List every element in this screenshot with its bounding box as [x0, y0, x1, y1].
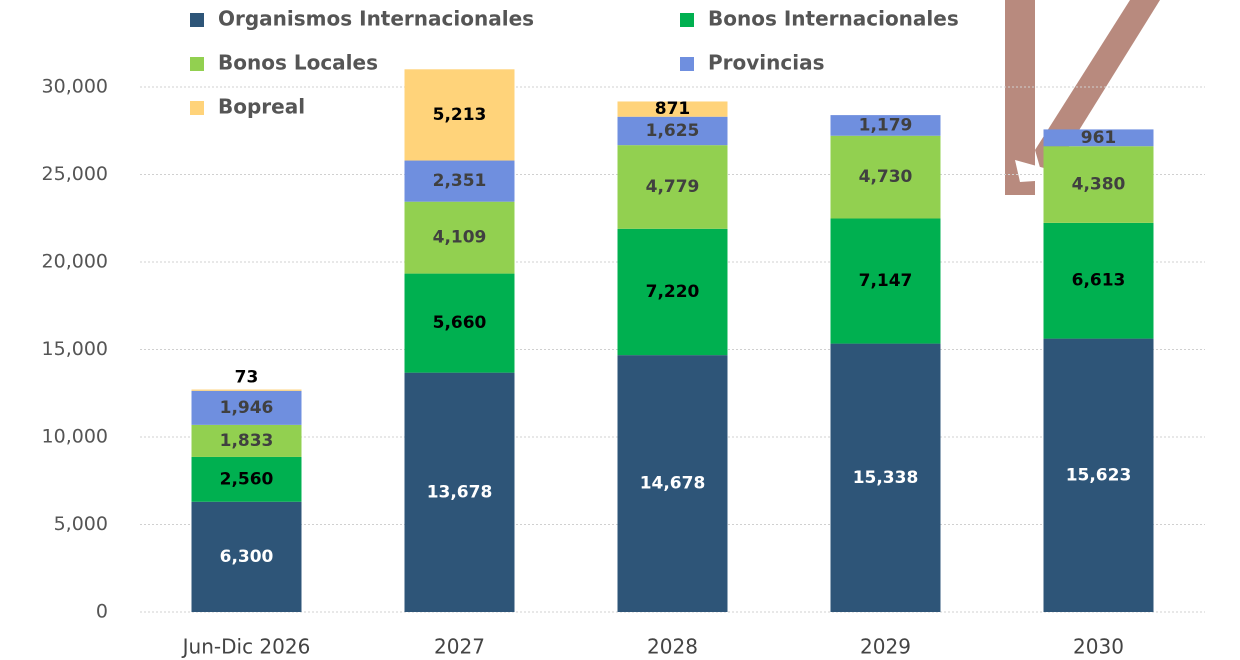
y-tick-label: 20,000 [42, 251, 108, 273]
data-label: 6,300 [220, 547, 274, 567]
legend-swatch [680, 57, 694, 71]
bar-segment [830, 135, 941, 219]
data-label: 4,109 [433, 228, 487, 248]
legend-label: Bonos Internacionales [708, 7, 959, 31]
data-label: 871 [655, 99, 691, 119]
bar-segment [1043, 129, 1154, 147]
data-label: 14,678 [640, 474, 706, 494]
legend-swatch [190, 57, 204, 71]
data-label: 5,660 [433, 313, 487, 333]
y-tick-label: 30,000 [42, 76, 108, 98]
legend-label: Provincias [708, 51, 825, 75]
bar-segment [404, 201, 515, 274]
data-label: 4,380 [1072, 175, 1126, 195]
bar-segment [1043, 222, 1154, 339]
legend-label: Organismos Internacionales [218, 7, 534, 31]
bar-segment [617, 355, 728, 612]
bar-segment [830, 115, 941, 136]
x-tick-label: 2027 [434, 635, 485, 659]
data-label: 6,613 [1072, 271, 1126, 291]
data-label: 7,147 [859, 271, 913, 291]
legend-swatch [190, 13, 204, 27]
bar-segment [191, 424, 302, 457]
x-tick-label: 2029 [860, 635, 911, 659]
data-label: 1,625 [646, 121, 700, 141]
bar-segment [617, 228, 728, 356]
bar-segment [404, 273, 515, 373]
bar-segment [830, 343, 941, 612]
bar-segment [191, 389, 302, 391]
data-label: 2,560 [220, 469, 274, 489]
legend-label: Bopreal [218, 95, 305, 119]
bar-segment [617, 101, 728, 117]
y-tick-label: 5,000 [54, 513, 108, 535]
data-label: 2,351 [433, 171, 487, 191]
data-label: 4,779 [646, 177, 700, 197]
bar-segment [404, 160, 515, 202]
bar-segment [1043, 338, 1154, 612]
data-label: 73 [235, 368, 259, 388]
data-label: 1,833 [220, 431, 274, 451]
y-tick-label: 15,000 [42, 338, 108, 360]
data-label: 15,623 [1066, 465, 1132, 485]
data-label: 961 [1081, 128, 1117, 148]
data-label: 15,338 [853, 468, 919, 488]
bar-segment [191, 456, 302, 502]
x-tick-label: 2030 [1073, 635, 1124, 659]
data-label: 4,730 [859, 167, 913, 187]
bar-segment [191, 390, 302, 425]
bar-segment [830, 218, 941, 344]
data-label: 5,213 [433, 105, 487, 125]
bar-segment [617, 145, 728, 229]
y-tick-label: 25,000 [42, 163, 108, 185]
data-label: 1,946 [220, 398, 274, 418]
bar-segment [404, 69, 515, 161]
data-label: 1,179 [859, 115, 913, 135]
legend-label: Bonos Locales [218, 51, 378, 75]
data-label: 13,678 [427, 482, 493, 502]
bar-segment [1043, 146, 1154, 223]
data-label: 7,220 [646, 282, 700, 302]
bar-segment [404, 372, 515, 612]
bar-segment [617, 116, 728, 146]
x-tick-label: 2028 [647, 635, 698, 659]
legend-swatch [680, 13, 694, 27]
legend-swatch [190, 101, 204, 115]
y-tick-label: 0 [96, 601, 108, 623]
x-tick-label: Jun-Dic 2026 [181, 635, 311, 659]
y-tick-label: 10,000 [42, 426, 108, 448]
bar-segment [191, 501, 302, 612]
